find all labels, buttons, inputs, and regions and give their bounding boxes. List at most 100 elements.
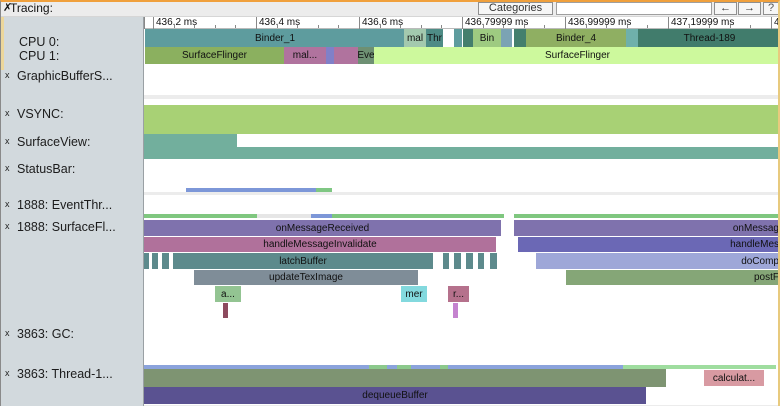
minor-tick: [214, 25, 216, 28]
trace-bar-segment[interactable]: [440, 365, 448, 369]
trace-bar-mal[interactable]: mal: [404, 29, 426, 47]
trace-bar-a[interactable]: a...: [215, 286, 241, 302]
trace-bar-segment[interactable]: [369, 365, 387, 369]
search-input[interactable]: [556, 2, 712, 15]
track-label-sidebar: CPU 0: CPU 1: x GraphicBufferS... x VSYNC: x Su…: [1, 16, 144, 406]
trace-bar-onmessag[interactable]: onMessag: [514, 220, 779, 236]
trace-bar-segment[interactable]: [316, 188, 332, 192]
sidebar-item-3863-gc: x 3863: GC:: [1, 327, 144, 341]
trace-bar-segment[interactable]: [144, 253, 149, 269]
trace-bar-segment[interactable]: [257, 214, 311, 218]
minor-tick: [400, 25, 402, 28]
trace-bar-r[interactable]: r...: [448, 286, 469, 302]
trace-bar-segment[interactable]: [514, 29, 526, 47]
trace-bar-segment[interactable]: [453, 303, 458, 318]
trace-bar-segment[interactable]: [186, 188, 316, 192]
trace-bar-segment[interactable]: [514, 214, 778, 218]
trace-bar-segment[interactable]: [144, 369, 666, 387]
trace-bar-thread-189[interactable]: Thread-189: [638, 29, 778, 47]
close-icon[interactable]: ✗: [3, 2, 13, 14]
trace-bar-dequeuebuffer[interactable]: dequeueBuffer: [144, 387, 646, 404]
trace-bar-segment[interactable]: [478, 253, 484, 269]
categories-button[interactable]: Categories: [478, 2, 553, 15]
trace-bar-segment[interactable]: [223, 303, 228, 318]
major-tick: [771, 16, 772, 29]
trace-bar-handlemes[interactable]: handleMes: [518, 237, 778, 252]
trace-bar-docomp[interactable]: doComp: [536, 253, 779, 269]
trace-bar-label: doComp: [741, 255, 779, 267]
trace-bar-label: onMessageReceived: [275, 222, 370, 234]
help-button[interactable]: ?: [763, 2, 778, 15]
major-tick: [565, 16, 566, 29]
trace-bar-segment[interactable]: [144, 105, 778, 134]
trace-bar-onmessagereceived[interactable]: onMessageReceived: [144, 220, 501, 236]
trace-bar-binder-1[interactable]: Binder_1: [145, 29, 405, 47]
trace-bar-segment[interactable]: [144, 192, 778, 195]
minor-tick: [441, 25, 443, 28]
trace-bar-segment[interactable]: [623, 365, 776, 369]
trace-bar-segment[interactable]: [626, 29, 638, 47]
remove-track-icon[interactable]: x: [5, 199, 10, 209]
track-label: 1888: EventThr...: [17, 198, 113, 212]
remove-track-icon[interactable]: x: [5, 108, 10, 118]
trace-bar-surfaceflinger[interactable]: SurfaceFlinger: [145, 47, 284, 64]
minor-tick: [482, 25, 484, 28]
sidebar-item-1888-eventthr: x 1888: EventThr...: [1, 198, 144, 212]
trace-bar-segment[interactable]: [332, 214, 504, 218]
trace-bar-handlemessageinvalidate[interactable]: handleMessageInvalidate: [144, 237, 496, 252]
remove-track-icon[interactable]: x: [5, 163, 10, 173]
trace-bar-segment[interactable]: [490, 253, 497, 269]
trace-bar-mal[interactable]: mal...: [284, 47, 326, 64]
trace-bar-label: Eve: [358, 50, 374, 61]
tick-label: 4: [774, 17, 780, 28]
back-button[interactable]: ←: [714, 2, 737, 15]
trace-bar-bin[interactable]: Bin: [473, 29, 501, 47]
trace-bar-segment[interactable]: [397, 365, 411, 369]
remove-track-icon[interactable]: x: [5, 221, 10, 231]
trace-bar-segment[interactable]: [162, 253, 169, 269]
trace-bar-surfaceflinger[interactable]: SurfaceFlinger: [374, 47, 778, 64]
trace-bar-segment[interactable]: [443, 253, 449, 269]
trace-bar-segment[interactable]: [144, 134, 237, 147]
trace-bar-segment[interactable]: [411, 365, 440, 369]
trace-bar-segment[interactable]: [311, 214, 332, 218]
track-label: SurfaceView:: [17, 135, 91, 149]
trace-bar-segment[interactable]: [144, 147, 778, 159]
trace-bar-segment[interactable]: [334, 47, 358, 64]
trace-bar-segment[interactable]: [144, 365, 369, 369]
trace-bar-latchbuffer[interactable]: latchBuffer: [173, 253, 433, 269]
track-label: 1888: SurfaceFl...: [17, 220, 116, 234]
trace-bar-postf[interactable]: postF: [566, 270, 778, 285]
track-label: CPU 1:: [19, 49, 60, 63]
trace-bar-segment[interactable]: [144, 95, 778, 99]
remove-track-icon[interactable]: x: [5, 328, 10, 338]
page-title: Tracing:: [10, 1, 53, 15]
trace-bar-eve[interactable]: Eve: [358, 47, 374, 64]
trace-bar-segment[interactable]: [326, 47, 334, 64]
sidebar-item-cpu-0: CPU 0:: [1, 35, 144, 49]
trace-bar-segment[interactable]: [454, 253, 461, 269]
trace-bar-thr[interactable]: Thr: [426, 29, 443, 47]
trace-bar-segment[interactable]: [454, 29, 462, 47]
trace-bar-segment[interactable]: [448, 365, 623, 369]
trace-bar-calculat[interactable]: calculat...: [704, 370, 764, 386]
trace-bar-segment[interactable]: [463, 29, 473, 47]
remove-track-icon[interactable]: x: [5, 368, 10, 378]
trace-bar-segment[interactable]: [501, 29, 512, 47]
trace-bar-binder-4[interactable]: Binder_4: [526, 29, 626, 47]
trace-bar-segment[interactable]: [387, 365, 397, 369]
trace-bar-segment[interactable]: [152, 253, 158, 269]
minor-tick: [544, 25, 546, 28]
trace-track-area[interactable]: Binder_1 mal Thr Bin Binder_4 Thread-189 Surfa…: [144, 2, 779, 406]
trace-bar-label: a...: [221, 288, 235, 300]
remove-track-icon[interactable]: x: [5, 136, 10, 146]
trace-bar-mer[interactable]: mer: [401, 286, 427, 302]
trace-bar-segment[interactable]: [144, 214, 257, 218]
forward-button[interactable]: →: [738, 2, 761, 15]
trace-bar-label: Thr: [427, 32, 442, 44]
trace-bar-updateteximage[interactable]: updateTexImage: [194, 270, 418, 285]
remove-track-icon[interactable]: x: [5, 70, 10, 80]
trace-bar-segment[interactable]: [466, 253, 473, 269]
trace-bar-label: onMessag: [732, 222, 779, 234]
sidebar-item-1888-surfacefl: x 1888: SurfaceFl...: [1, 220, 144, 234]
